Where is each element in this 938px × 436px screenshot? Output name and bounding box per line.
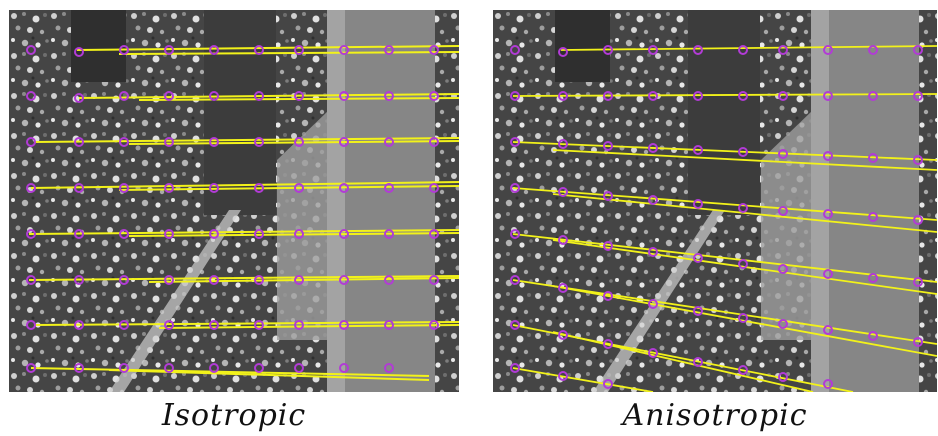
anisotropic-image — [493, 10, 937, 392]
flow-lines — [512, 45, 937, 392]
feature-points — [26, 45, 439, 373]
pillar-far-left — [71, 10, 126, 82]
pillar-middle — [204, 10, 276, 215]
isotropic-image — [9, 10, 459, 392]
caption-anisotropic: Anisotropic — [622, 398, 808, 433]
feature-points — [510, 45, 923, 389]
anisotropic-scene — [493, 10, 937, 392]
isotropic-scene — [9, 10, 459, 392]
caption-isotropic: Isotropic — [161, 398, 307, 433]
